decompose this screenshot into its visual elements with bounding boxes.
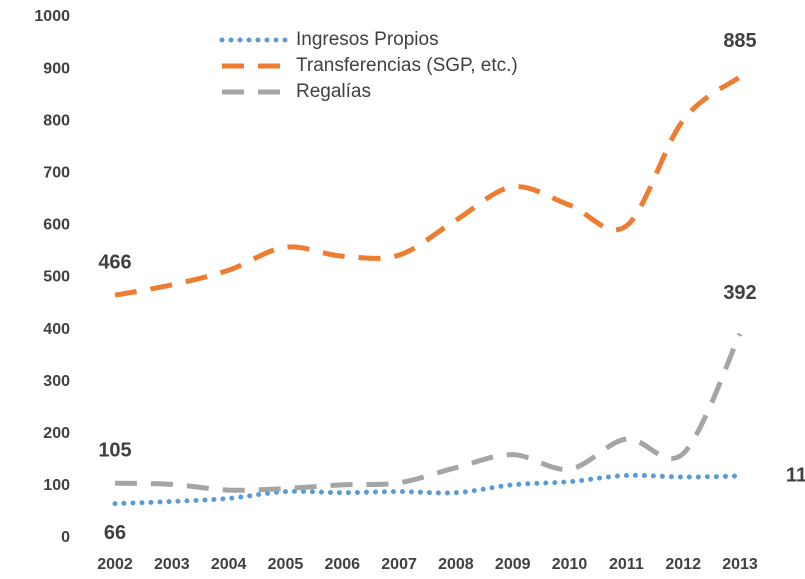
data-label: 466: [98, 251, 131, 273]
x-tick-label: 2003: [154, 556, 190, 573]
x-tick-label: 2006: [324, 556, 360, 573]
x-tick-label: 2002: [97, 556, 133, 573]
data-label: 885: [723, 30, 756, 52]
series-line: [112, 472, 743, 507]
y-tick-label: 300: [43, 373, 70, 390]
x-tick-label: 2007: [381, 556, 417, 573]
legend-label: Transferencias (SGP, etc.): [296, 55, 518, 76]
data-label: 392: [723, 282, 756, 304]
series-line: [114, 332, 743, 493]
y-tick-label: 400: [43, 321, 70, 338]
x-tick-label: 2012: [665, 556, 701, 573]
x-tick-label: 2010: [552, 556, 588, 573]
series-line: [114, 74, 742, 298]
x-tick-label: 2008: [438, 556, 474, 573]
y-tick-label: 200: [43, 425, 70, 442]
data-label: 105: [98, 440, 131, 462]
x-tick-label: 2005: [268, 556, 304, 573]
y-tick-label: 700: [43, 165, 70, 182]
x-tick-label: 2011: [609, 556, 644, 573]
legend-label: Regalías: [296, 81, 371, 102]
y-tick-label: 900: [43, 60, 70, 77]
data-label: 66: [104, 522, 126, 544]
y-tick-label: 600: [43, 217, 70, 234]
y-tick-label: 0: [61, 529, 70, 546]
x-tick-label: 2013: [722, 556, 758, 573]
x-tick-label: 2009: [495, 556, 531, 573]
y-tick-label: 800: [43, 112, 70, 129]
legend-label: Ingresos Propios: [296, 29, 439, 50]
y-tick-label: 1000: [34, 8, 70, 25]
data-label: 119: [786, 464, 805, 486]
y-tick-label: 100: [43, 477, 70, 494]
x-tick-label: 2004: [211, 556, 247, 573]
y-tick-label: 500: [43, 269, 70, 286]
